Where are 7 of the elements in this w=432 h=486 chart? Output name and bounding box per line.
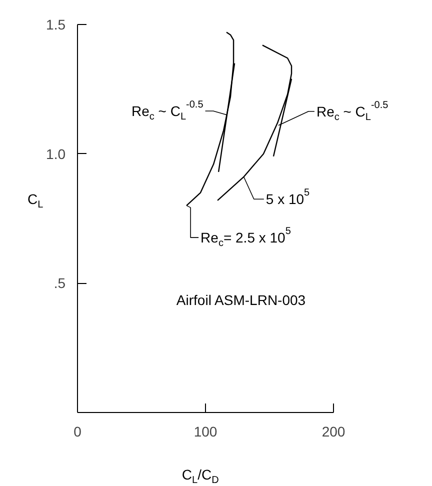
annotation: Airfoil ASM-LRN-003 [176, 292, 306, 308]
x-tick-label: 100 [194, 424, 218, 440]
x-tick-label: 200 [322, 424, 346, 440]
y-tick-label: 1.5 [46, 16, 66, 32]
x-tick-label: 0 [74, 424, 82, 440]
y-tick-label: 1.0 [46, 146, 66, 162]
y-tick-label: .5 [54, 275, 66, 292]
